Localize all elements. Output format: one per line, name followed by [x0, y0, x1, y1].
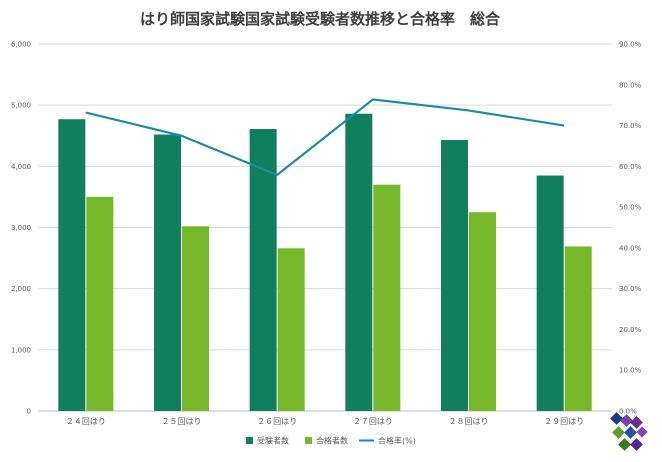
category-label: ２７回はり — [353, 417, 393, 426]
right-tick-label: 80.0% — [619, 81, 642, 89]
bar-passers — [373, 184, 401, 411]
left-tick-label: 6,000 — [11, 41, 31, 49]
category-label: ２５回はり — [162, 417, 202, 426]
bar-examinees — [536, 175, 564, 411]
right-tick-label: 40.0% — [619, 244, 642, 252]
right-tick-label: 70.0% — [619, 122, 642, 130]
bar-examinees — [441, 140, 468, 411]
right-tick-label: 0.0% — [619, 408, 637, 416]
left-tick-label: 3,000 — [11, 224, 31, 232]
gridlines — [38, 43, 612, 412]
legend-swatch — [246, 437, 253, 444]
category-label: ２６回はり — [257, 417, 297, 426]
legend-swatch — [305, 437, 312, 444]
bar-passers — [277, 248, 305, 411]
category-label: ２９回はり — [544, 417, 584, 426]
pass-rate-line — [85, 98, 565, 176]
right-axis-ticks: 0.0% 10.0% 20.0% 30.0% 40.0% 50.0% 60.0% 70.0% 8… — [619, 41, 642, 416]
bar-examinees — [154, 134, 181, 411]
right-tick-label: 30.0% — [619, 285, 642, 293]
legend-label: 合格率(%) — [378, 436, 416, 446]
right-tick-label: 50.0% — [619, 204, 642, 212]
left-tick-label: 4,000 — [11, 163, 31, 171]
left-tick-label: 1,000 — [11, 346, 31, 354]
left-tick-label: 5,000 — [11, 102, 31, 110]
bar-examinees — [58, 119, 86, 412]
bar-passers — [182, 226, 209, 411]
bars — [58, 113, 592, 412]
left-tick-label: 2,000 — [11, 285, 31, 293]
right-tick-label: 10.0% — [619, 367, 642, 375]
bar-passers — [469, 212, 496, 411]
left-axis-ticks: 0 1,000 2,000 3,000 4,000 5,000 6,000 — [11, 41, 31, 416]
category-labels: ２４回はり ２５回はり ２６回はり ２７回はり ２８回はり ２９回はり — [66, 417, 584, 426]
bar-examinees — [345, 113, 373, 411]
bar-passers — [86, 196, 114, 411]
rate-line-layer — [85, 98, 565, 176]
right-tick-label: 60.0% — [619, 163, 642, 171]
category-label: ２８回はり — [449, 417, 489, 426]
chart-title: はり師国家試験国家試験受験者数推移と合格率 総合 — [140, 10, 501, 28]
left-tick-label: 0 — [27, 408, 31, 416]
bar-passers — [564, 246, 592, 411]
category-label: ２４回はり — [66, 417, 106, 426]
legend-label: 受験者数 — [257, 436, 289, 446]
legend-label: 合格者数 — [316, 436, 348, 446]
right-tick-label: 20.0% — [619, 326, 642, 334]
bar-examinees — [249, 129, 277, 411]
legend: 受験者数 合格者数 合格率(%) — [246, 436, 416, 446]
right-tick-label: 90.0% — [619, 41, 642, 49]
